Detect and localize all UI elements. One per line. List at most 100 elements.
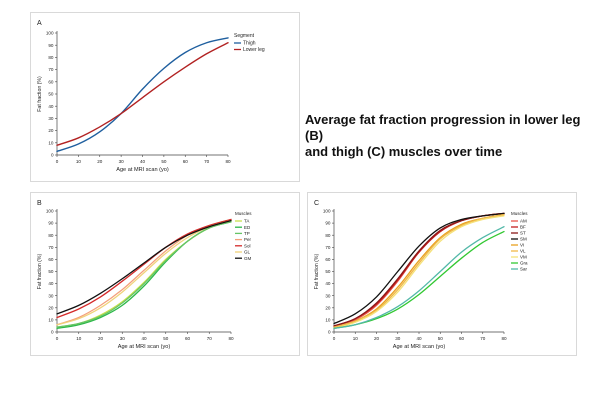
legend-label-thigh: Thigh (243, 41, 256, 47)
y-tick-label: 20 (325, 305, 331, 310)
legend-title: Segment (234, 33, 255, 39)
y-tick-label: 70 (48, 245, 54, 250)
y-tick-label: 70 (325, 245, 331, 250)
series-line-lower-leg (56, 42, 229, 146)
chart-a-svg: A 0 10 20 30 40 50 60 70 80 90 100 0 10 20 30 40 50 60 70 80… (37, 20, 265, 173)
x-axis-title: Age at MRI scan (yo) (393, 344, 446, 350)
y-tick-label: 10 (325, 318, 331, 323)
y-tick-label: 0 (328, 330, 331, 335)
series-line-ed (56, 221, 232, 330)
legend-label-bf: BF (520, 225, 526, 230)
legend-label-tp: TP (244, 231, 250, 236)
headline-line-1: Average fat fraction progression in lowe… (305, 112, 581, 143)
legend-title: Muscles (511, 211, 528, 216)
x-tick-label: 80 (501, 336, 507, 341)
series-line-tp (56, 221, 232, 328)
x-tick-label: 50 (163, 336, 169, 341)
y-tick-label: 30 (325, 293, 331, 298)
x-tick-label: 60 (183, 159, 189, 164)
y-tick-label: 50 (325, 269, 331, 274)
y-axis-title: Fat fraction (%) (37, 254, 43, 290)
legend-label-gl: GL (244, 250, 251, 255)
x-tick-label: 40 (416, 336, 422, 341)
series-line-thigh (56, 37, 229, 153)
legend-label-sar: Sar (520, 267, 528, 272)
x-tick-label: 30 (119, 159, 125, 164)
legend-label-vi: VI (520, 243, 524, 248)
x-axis-title: Age at MRI scan (yo) (116, 167, 169, 173)
x-tick-label: 70 (480, 336, 486, 341)
panel-label-c: C (314, 200, 319, 207)
y-tick-label: 10 (48, 140, 54, 145)
series-line-vl (333, 213, 505, 328)
legend-label-st: ST (520, 231, 526, 236)
legend-label-lower-leg: Lower leg (243, 47, 265, 53)
series-line-ta (56, 220, 232, 328)
series-line-sar (333, 226, 505, 330)
y-tick-label: 60 (325, 257, 331, 262)
y-tick-label: 40 (48, 281, 54, 286)
x-tick-label: 0 (333, 336, 336, 341)
x-tick-label: 60 (185, 336, 191, 341)
legend-label-ta: TA (244, 219, 249, 224)
legend-label-vm: VM (520, 255, 527, 260)
x-tick-label: 30 (120, 336, 126, 341)
legend-label-gra: Gra (520, 261, 528, 266)
figure-headline: Average fat fraction progression in lowe… (305, 112, 595, 160)
x-tick-label: 40 (141, 336, 147, 341)
panel-label-b: B (37, 200, 42, 207)
y-tick-label: 50 (48, 269, 54, 274)
panel-label-a: A (37, 20, 42, 27)
legend-title: Muscles (235, 211, 252, 216)
chart-panel-b: B 0 10 20 30 40 50 60 70 80 90 100 0 10 20 30 40 50 60 70 80… (30, 192, 300, 356)
y-tick-label: 30 (48, 293, 54, 298)
x-tick-label: 20 (98, 336, 104, 341)
x-tick-label: 70 (207, 336, 213, 341)
x-tick-label: 0 (56, 336, 59, 341)
chart-c-svg: C 0 10 20 30 40 50 60 70 80 90 100 0 10 20 30 40 50 60 70 80… (314, 200, 528, 350)
x-tick-label: 60 (459, 336, 465, 341)
x-tick-label: 0 (56, 159, 59, 164)
y-tick-label: 70 (48, 67, 54, 72)
legend-label-per: Per (244, 237, 252, 242)
x-tick-label: 70 (204, 159, 210, 164)
series-line-gl (56, 220, 232, 326)
x-tick-label: 80 (228, 336, 234, 341)
x-tick-label: 20 (374, 336, 380, 341)
y-axis-title: Fat fraction (%) (37, 76, 43, 112)
y-tick-label: 0 (51, 330, 54, 335)
series-line-vm (333, 215, 505, 330)
x-tick-label: 40 (140, 159, 146, 164)
series-line-st (333, 212, 505, 327)
y-tick-label: 0 (51, 153, 54, 158)
series-line-sol (56, 218, 232, 319)
legend-label-vl: VL (520, 249, 526, 254)
x-tick-label: 50 (161, 159, 167, 164)
y-tick-label: 80 (325, 233, 331, 238)
chart-b-svg: B 0 10 20 30 40 50 60 70 80 90 100 0 10 20 30 40 50 60 70 80… (37, 200, 252, 350)
legend-label-sol: Sol (244, 243, 251, 248)
legend-label-gm: GM (244, 256, 252, 261)
y-tick-label: 80 (48, 55, 54, 60)
y-tick-label: 10 (48, 318, 54, 323)
series-line-gm (56, 220, 232, 315)
y-tick-label: 20 (48, 305, 54, 310)
y-tick-label: 60 (48, 79, 54, 84)
y-tick-label: 50 (48, 92, 54, 97)
series-line-bf (333, 212, 505, 327)
legend-label-sm: SM (520, 237, 527, 242)
series-line-sm (333, 212, 505, 325)
y-tick-label: 30 (48, 116, 54, 121)
y-tick-label: 100 (46, 209, 54, 214)
x-tick-label: 80 (225, 159, 231, 164)
x-tick-label: 30 (395, 336, 401, 341)
y-tick-label: 80 (48, 233, 54, 238)
y-tick-label: 20 (48, 128, 54, 133)
y-axis-title: Fat fraction (%) (314, 254, 320, 290)
y-tick-label: 60 (48, 257, 54, 262)
y-tick-label: 40 (325, 281, 331, 286)
chart-panel-a: A 0 10 20 30 40 50 60 70 80 90 100 0 10 20 30 40 50 60 70 80… (30, 12, 300, 182)
x-axis-title: Age at MRI scan (yo) (118, 344, 171, 350)
y-tick-label: 40 (48, 104, 54, 109)
x-tick-label: 10 (76, 159, 82, 164)
